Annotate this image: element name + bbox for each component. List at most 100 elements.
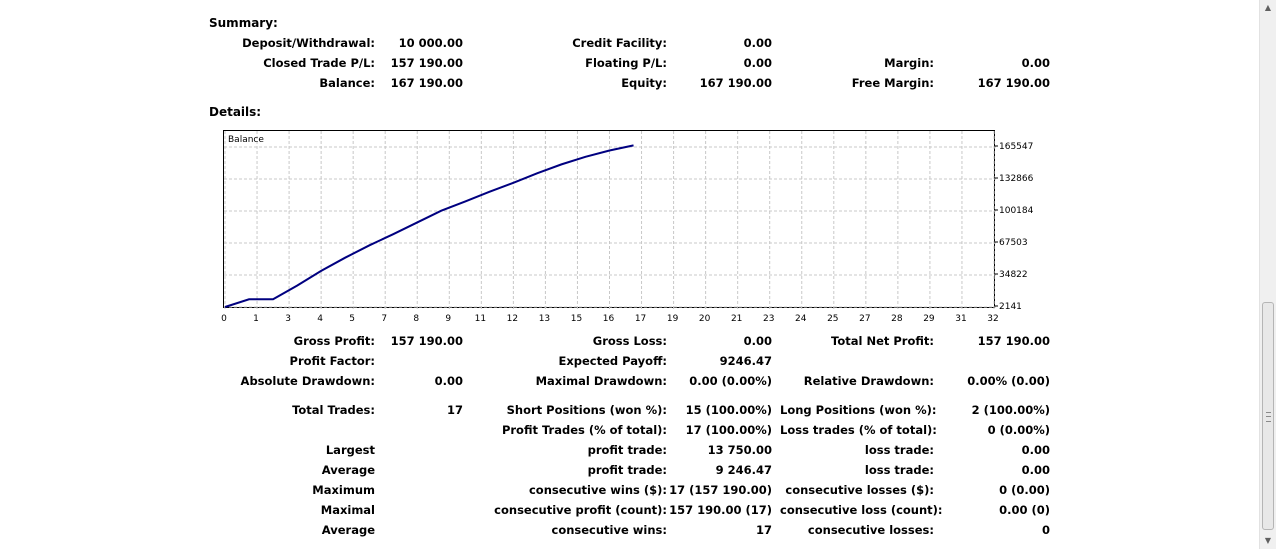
x-tick-label: 23 [763, 314, 774, 324]
equity-value: 167 190.00 [699, 76, 772, 90]
closed-pl-label: Closed Trade P/L: [263, 56, 375, 70]
profit-trades-value: 17 (100.00%) [685, 423, 772, 437]
maximal-label: Maximal [320, 503, 375, 517]
x-tick-label: 8 [413, 314, 419, 324]
average-loss-value: 0.00 [1021, 463, 1050, 477]
x-tick-label: 3 [285, 314, 291, 324]
loss-trades-value: 0 (0.00%) [987, 423, 1050, 437]
avg-consec-losses-value: 0 [1041, 523, 1050, 537]
average-loss-label: loss trade: [864, 463, 934, 477]
maximal-consec-profit-value: 157 190.00 (17) [669, 503, 772, 517]
x-tick-label: 32 [987, 314, 998, 324]
y-tick-label: 165547 [999, 142, 1033, 152]
x-tick-label: 0 [221, 314, 227, 324]
scroll-thumb[interactable] [1262, 302, 1274, 530]
free-margin-label: Free Margin: [851, 76, 934, 90]
balance-label: Balance: [319, 76, 375, 90]
x-tick-label: 19 [667, 314, 679, 324]
x-tick-label: 25 [827, 314, 838, 324]
margin-label: Margin: [884, 56, 934, 70]
credit-label: Credit Facility: [572, 36, 667, 50]
credit-value: 0.00 [743, 36, 772, 50]
deposit-value: 10 000.00 [398, 36, 463, 50]
equity-label: Equity: [621, 76, 667, 90]
x-tick-label: 27 [859, 314, 870, 324]
largest-label: Largest [325, 443, 375, 457]
details-heading: Details: [209, 105, 262, 119]
maximal-consec-loss-label: consecutive loss (count): [780, 503, 943, 517]
x-tick-label: 31 [955, 314, 966, 324]
y-tick-label: 100184 [999, 206, 1034, 216]
scroll-up-icon[interactable]: ▲ [1264, 3, 1272, 12]
total-net-profit-value: 157 190.00 [977, 334, 1050, 348]
short-positions-label: Short Positions (won %): [506, 403, 667, 417]
average-profit-label: profit trade: [587, 463, 667, 477]
expected-payoff-value: 9246.47 [719, 354, 772, 368]
max-consec-wins-value: 17 (157 190.00) [669, 483, 772, 497]
y-tick-label: 2141 [999, 302, 1022, 312]
balance-value: 167 190.00 [390, 76, 463, 90]
long-positions-label: Long Positions (won %): [780, 403, 937, 417]
average2-label: Average [321, 523, 375, 537]
x-tick-label: 16 [603, 314, 615, 324]
y-tick-label: 67503 [999, 238, 1028, 248]
free-margin-value: 167 190.00 [977, 76, 1050, 90]
y-tick-label: 132866 [999, 174, 1034, 184]
avg-consec-wins-label: consecutive wins: [551, 523, 668, 537]
x-tick-label: 20 [699, 314, 711, 324]
largest-loss-value: 0.00 [1021, 443, 1050, 457]
gross-profit-label: Gross Profit: [293, 334, 375, 348]
largest-loss-label: loss trade: [864, 443, 934, 457]
largest-profit-label: profit trade: [587, 443, 667, 457]
gross-loss-value: 0.00 [743, 334, 772, 348]
total-trades-value: 17 [446, 403, 463, 417]
x-tick-label: 13 [539, 314, 550, 324]
total-trades-label: Total Trades: [292, 403, 375, 417]
maximal-drawdown-value: 0.00 (0.00%) [689, 374, 772, 388]
vertical-scrollbar[interactable]: ▲ ▼ [1259, 0, 1276, 549]
margin-value: 0.00 [1021, 56, 1050, 70]
average-label: Average [321, 463, 375, 477]
relative-drawdown-label: Relative Drawdown: [803, 374, 934, 388]
x-tick-label: 21 [731, 314, 742, 324]
maximal-drawdown-label: Maximal Drawdown: [535, 374, 667, 388]
balance-chart-svg: Balance [224, 131, 996, 309]
floating-pl-label: Floating P/L: [585, 56, 667, 70]
maximum-label: Maximum [312, 483, 375, 497]
closed-pl-value: 157 190.00 [390, 56, 463, 70]
absolute-drawdown-value: 0.00 [434, 374, 463, 388]
summary-heading: Summary: [209, 16, 278, 30]
max-consec-wins-label: consecutive wins ($): [528, 483, 667, 497]
x-tick-label: 7 [381, 314, 387, 324]
max-consec-losses-value: 0 (0.00) [999, 483, 1050, 497]
absolute-drawdown-label: Absolute Drawdown: [240, 374, 375, 388]
avg-consec-wins-value: 17 [755, 523, 772, 537]
floating-pl-value: 0.00 [743, 56, 772, 70]
short-positions-value: 15 (100.00%) [685, 403, 772, 417]
total-net-profit-label: Total Net Profit: [831, 334, 934, 348]
expected-payoff-label: Expected Payoff: [558, 354, 668, 368]
x-tick-label: 1 [253, 314, 259, 324]
x-tick-label: 29 [923, 314, 935, 324]
gross-profit-value: 157 190.00 [390, 334, 463, 348]
long-positions-value: 2 (100.00%) [971, 403, 1050, 417]
maximal-consec-loss-value: 0.00 (0) [999, 503, 1050, 517]
x-tick-label: 17 [635, 314, 646, 324]
maximal-consec-profit-label: consecutive profit (count): [494, 503, 667, 517]
balance-chart: Balance [223, 130, 996, 309]
avg-consec-losses-label: consecutive losses: [807, 523, 934, 537]
x-tick-label: 24 [795, 314, 807, 324]
x-tick-label: 15 [571, 314, 582, 324]
gross-loss-label: Gross Loss: [592, 334, 667, 348]
profit-trades-label: Profit Trades (% of total): [501, 423, 667, 437]
x-tick-label: 11 [475, 314, 486, 324]
max-consec-losses-label: consecutive losses ($): [785, 483, 934, 497]
average-profit-value: 9 246.47 [715, 463, 772, 477]
largest-profit-value: 13 750.00 [707, 443, 772, 457]
x-tick-label: 4 [317, 314, 323, 324]
x-tick-label: 12 [507, 314, 518, 324]
chart-title: Balance [228, 135, 264, 145]
loss-trades-label: Loss trades (% of total): [780, 423, 937, 437]
scroll-down-icon[interactable]: ▼ [1264, 536, 1272, 545]
x-tick-label: 5 [349, 314, 355, 324]
